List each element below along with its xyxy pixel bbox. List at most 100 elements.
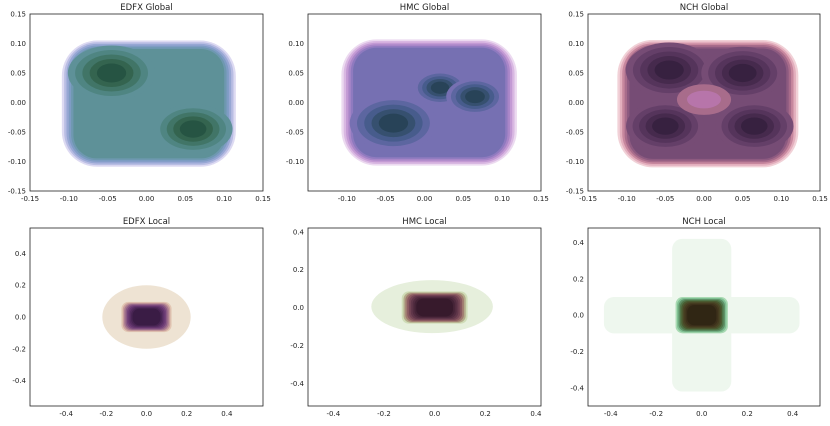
y-tick-label: -0.05: [286, 129, 304, 137]
x-tick-label: 0.4: [530, 410, 542, 418]
x-tick-label: 0.05: [456, 195, 472, 203]
x-tick-label: -0.4: [326, 410, 340, 418]
y-tick-label: 0.4: [15, 250, 27, 258]
panel-4: EDFX Local -0.4 -0.2 0.0 0.2 0.4 -0.4 -0.2 0.0 0.…: [12, 217, 264, 418]
y-tick-label: 0.4: [293, 228, 305, 236]
panel-6: NCH Local -0.4 -0.2 0.0 0.2 0.4 -0.4 -0.2 0.0 0.2…: [570, 217, 821, 418]
mode-2-contour: [728, 63, 757, 83]
y-tick-label: -0.05: [566, 129, 584, 137]
y-tick-label: -0.05: [8, 129, 26, 137]
axes-frame: [587, 13, 821, 192]
x-tick-label: 0.15: [812, 195, 828, 203]
density-contours: [341, 39, 517, 166]
x-tick-label: 0.05: [735, 195, 751, 203]
x-tick-label: 0.2: [480, 410, 491, 418]
y-tick-label: 0.0: [573, 312, 584, 320]
x-tick-label: -0.05: [99, 195, 117, 203]
axes-frame: [587, 227, 821, 407]
y-tick-label: -0.2: [570, 348, 584, 356]
x-tick-label: -0.10: [618, 195, 636, 203]
x-tick-label: -0.05: [377, 195, 395, 203]
y-tick-label: 0.15: [10, 11, 26, 19]
mode-3-contour: [652, 117, 679, 135]
x-tick-label: 0.00: [139, 195, 155, 203]
x-tick-label: 0.2: [181, 410, 192, 418]
x-tick-label: 0.10: [774, 195, 790, 203]
y-tick-label: -0.4: [290, 380, 304, 388]
panel-2: HMC Global -0.10 -0.05 0.00 0.05 0.10 0.15 -0.1…: [286, 3, 549, 203]
y-tick-label: 0.10: [568, 40, 584, 48]
x-tick-label: 0.4: [787, 410, 799, 418]
panel-3: NCH Global -0.15 -0.10 -0.05 0.00 0.05 0.10 0.1…: [566, 3, 828, 203]
contour-level-10: [416, 298, 453, 317]
y-tick-label: -0.4: [12, 377, 26, 385]
x-tick-label: 0.05: [178, 195, 194, 203]
y-tick-label: 0.0: [293, 304, 304, 312]
x-tick-label: 0.0: [141, 410, 152, 418]
x-tick-label: -0.4: [59, 410, 73, 418]
density-contours: [617, 39, 799, 168]
x-tick-label: -0.2: [377, 410, 391, 418]
x-tick-label: 0.0: [429, 410, 440, 418]
contour-level-10: [132, 308, 161, 326]
x-tick-label: -0.2: [99, 410, 113, 418]
mode-3-contour: [465, 90, 485, 104]
y-tick-label: -0.2: [290, 342, 304, 350]
x-tick-label: 0.00: [696, 195, 712, 203]
y-tick-label: 0.00: [568, 99, 584, 107]
axes-frame: [29, 227, 264, 407]
y-tick-label: 0.4: [573, 239, 585, 247]
x-tick-label: 0.15: [255, 195, 271, 203]
x-tick-label: 0.15: [533, 195, 549, 203]
y-tick-label: 0.2: [573, 275, 584, 283]
y-tick-label: -0.15: [8, 188, 26, 196]
y-tick-label: 0.2: [15, 282, 26, 290]
mode-2-contour: [179, 120, 207, 138]
x-tick-label: 0.2: [742, 410, 753, 418]
y-tick-label: 0.00: [288, 99, 304, 107]
density-contours: [61, 40, 236, 167]
x-tick-label: 0.00: [417, 195, 433, 203]
y-tick-label: 0.2: [293, 266, 304, 274]
panel-5: HMC Local -0.4 -0.2 0.0 0.2 0.4 -0.4 -0.2 0.0 0.2…: [290, 217, 542, 418]
chart-title: HMC Global: [400, 3, 449, 13]
y-tick-label: 0.05: [10, 70, 26, 78]
x-tick-label: -0.10: [338, 195, 356, 203]
axes-frame: [307, 227, 542, 407]
panel-1: EDFX Global -0.15 -0.10 -0.05 0.00 0.05 0.10 0.…: [8, 3, 271, 203]
density-contours: [102, 285, 191, 349]
mode-4-contour: [741, 117, 768, 135]
mode-1-contour: [378, 113, 409, 133]
y-tick-label: 0.15: [568, 11, 584, 19]
y-tick-label: -0.4: [570, 384, 584, 392]
y-tick-label: 0.05: [288, 70, 304, 78]
contour-level-10: [687, 305, 717, 326]
y-tick-label: -0.15: [566, 188, 584, 196]
y-tick-label: 0.00: [10, 99, 26, 107]
y-tick-label: 0.0: [15, 314, 26, 322]
chart-title: HMC Local: [402, 217, 446, 227]
density-contours: [603, 238, 800, 392]
y-tick-label: 0.10: [288, 40, 304, 48]
axes-frame: [29, 13, 264, 192]
x-tick-label: -0.4: [604, 410, 618, 418]
y-tick-label: -0.10: [566, 158, 584, 166]
x-tick-label: -0.15: [579, 195, 597, 203]
y-tick-label: -0.2: [12, 345, 26, 353]
y-tick-label: -0.10: [8, 158, 26, 166]
mode-1-contour: [654, 60, 684, 80]
x-tick-label: -0.15: [21, 195, 39, 203]
x-tick-label: 0.10: [494, 195, 510, 203]
axes-frame: [307, 13, 542, 192]
x-tick-label: -0.2: [649, 410, 663, 418]
y-tick-label: 0.10: [10, 40, 26, 48]
x-tick-label: 0.0: [696, 410, 707, 418]
chart-title: NCH Global: [680, 3, 729, 13]
x-tick-label: -0.05: [656, 195, 674, 203]
chart-title: EDFX Global: [120, 3, 172, 13]
density-contours: [371, 280, 493, 334]
chart-title: NCH Local: [682, 217, 725, 227]
y-tick-label: -0.10: [286, 158, 304, 166]
x-tick-label: 0.4: [221, 410, 233, 418]
